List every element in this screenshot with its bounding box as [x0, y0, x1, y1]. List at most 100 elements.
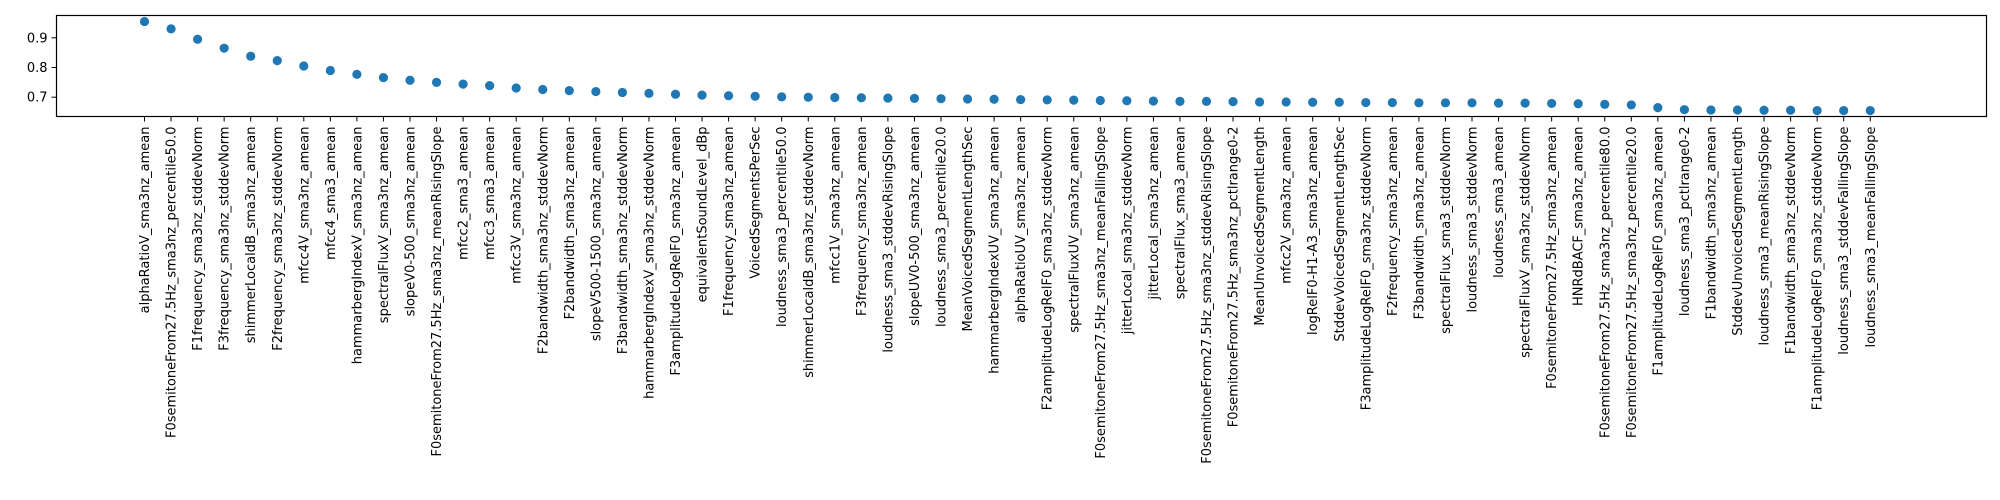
data-point: [352, 69, 362, 79]
x-tick-label: hammarbergIndexV_sma3nz_stddevNorm: [642, 127, 657, 399]
x-tick-label: mfcc4_sma3_amean: [324, 127, 339, 260]
y-tick-label: 0.7: [27, 91, 48, 106]
data-point: [1600, 99, 1610, 109]
data-point: [485, 81, 495, 91]
x-tick-label: mfcc2V_sma3nz_amean: [1280, 127, 1295, 284]
data-point: [1573, 99, 1583, 109]
data-point: [219, 43, 229, 53]
data-point: [1255, 97, 1265, 107]
data-point: [1228, 97, 1238, 107]
x-tick-label: F0semitoneFrom27.5Hz_sma3nz_percentile80…: [1598, 127, 1613, 439]
data-point: [299, 61, 309, 71]
data-point: [1308, 97, 1318, 107]
x-tick-label: loudness_sma3_stddevRisingSlope: [881, 127, 896, 353]
data-point: [1440, 98, 1451, 108]
data-point: [272, 56, 282, 66]
data-point: [936, 94, 946, 104]
data-point: [883, 93, 893, 103]
data-point: [1095, 95, 1105, 106]
x-tick-label: mfcc4V_sma3nz_amean: [297, 127, 312, 284]
data-point: [1706, 105, 1716, 115]
x-tick-label: StddevVoicedSegmentLengthSec: [1333, 127, 1348, 342]
x-tick-label: loudness_sma3_stddevFallingSlope: [1837, 127, 1852, 355]
data-point: [724, 91, 734, 101]
data-point: [830, 92, 840, 103]
data-point: [325, 65, 335, 76]
x-tick-label: equivalentSoundLevel_dBp: [696, 127, 711, 303]
x-tick-label: loudness_sma3_meanRisingSlope: [1758, 126, 1773, 345]
x-tick-label: F1amplitudeLogRelF0_sma3nz_stddevNorm: [1811, 126, 1826, 410]
x-tick-label: MeanUnvoicedSegmentLength: [1253, 127, 1268, 326]
data-point: [1334, 97, 1344, 107]
x-tick-label: StddevUnvoicedSegmentLength: [1731, 127, 1746, 336]
data-point: [166, 24, 176, 34]
x-tick-label: spectralFluxV_sma3nz_amean: [377, 127, 392, 324]
x-axis: alphaRatioV_sma3nz_amean F0semitoneFrom27…: [138, 116, 1879, 464]
data-point: [989, 94, 999, 104]
x-tick-label: alphaRatioV_sma3nz_amean: [138, 127, 153, 314]
x-tick-label: shimmerLocaldB_sma3nz_amean: [244, 127, 259, 344]
x-tick-label: loudness_sma3_percentile50.0: [775, 127, 790, 327]
x-tick-label: F0semitoneFrom27.5Hz_sma3nz_stddevRising…: [1200, 127, 1215, 464]
data-point: [1016, 94, 1026, 105]
data-point: [1069, 95, 1079, 105]
data-point: [1122, 96, 1132, 106]
data-point: [803, 92, 813, 102]
x-tick-label: F1amplitudeLogRelF0_sma3nz_amean: [1651, 127, 1666, 376]
x-tick-label: slopeV500-1500_sma3nz_amean: [589, 127, 604, 342]
x-tick-label: F0semitoneFrom27.5Hz_sma3nz_amean: [1545, 127, 1560, 389]
data-point: [750, 91, 760, 101]
x-tick-label: F0semitoneFrom27.5Hz_sma3nz_pctlrange0-2: [1227, 127, 1242, 428]
data-point: [246, 51, 256, 61]
x-tick-label: slopeV0-500_sma3nz_amean: [404, 127, 419, 317]
data-point: [431, 77, 442, 87]
data-point: [1547, 98, 1557, 109]
data-point: [1201, 96, 1212, 106]
x-tick-label: F1frequency_sma3nz_amean: [722, 127, 737, 317]
y-tick-label: 0.9: [27, 31, 48, 46]
data-point: [1626, 100, 1636, 110]
y-axis: 0.7 0.8 0.9: [27, 31, 57, 106]
x-tick-label: spectralFlux_sma3_amean: [1173, 127, 1188, 300]
x-tick-label: spectralFluxV_sma3nz_stddevNorm: [1519, 127, 1534, 358]
x-tick-label: VoicedSegmentsPerSec: [749, 127, 764, 279]
data-point: [1042, 95, 1052, 105]
x-tick-label: F1bandwidth_sma3nz_amean: [1704, 127, 1719, 320]
data-point: [962, 94, 973, 104]
x-tick-label: F2amplitudeLogRelF0_sma3nz_stddevNorm: [1041, 127, 1056, 411]
x-tick-label: loudness_sma3_percentile20.0: [935, 127, 950, 327]
data-point: [777, 92, 787, 102]
x-tick-label: F2frequency_sma3nz_stddevNorm: [271, 127, 286, 351]
x-tick-label: jitterLocal_sma3nz_stddevNorm: [1120, 127, 1135, 336]
x-tick-label: mfcc1V_sma3nz_amean: [828, 127, 843, 284]
x-tick-label: hammarbergIndexV_sma3nz_amean: [350, 127, 365, 365]
x-tick-label: loudness_sma3_meanFallingSlope: [1864, 127, 1879, 348]
data-points: [139, 16, 1875, 116]
x-tick-label: F0semitoneFrom27.5Hz_sma3nz_meanFallingS…: [1094, 127, 1109, 459]
x-tick-label: F3amplitudeLogRelF0_sma3nz_amean: [669, 127, 684, 376]
x-tick-label: F3amplitudeLogRelF0_sma3nz_stddevNorm: [1359, 127, 1374, 411]
plot-frame: [55, 14, 1988, 118]
x-tick-label: hammarbergIndexUV_sma3nz_amean: [988, 127, 1003, 374]
data-point: [378, 72, 389, 83]
data-point: [564, 86, 574, 96]
data-point: [1467, 98, 1477, 108]
x-tick-label: loudness_sma3_stddevNorm: [1466, 127, 1481, 313]
x-tick-label: F3frequency_sma3nz_amean: [855, 127, 870, 317]
x-tick-label: loudness_sma3_pctlrange0-2: [1678, 127, 1693, 317]
data-point: [1865, 105, 1875, 116]
x-tick-label: mfcc3_sma3_amean: [483, 127, 498, 260]
x-tick-label: F2frequency_sma3nz_amean: [1386, 127, 1401, 317]
data-point: [1759, 105, 1769, 115]
data-point: [458, 79, 468, 89]
data-point: [644, 88, 654, 98]
data-point: [405, 75, 415, 85]
x-tick-label: slopeUV0-500_sma3nz_amean: [908, 126, 923, 325]
x-tick-label: jitterLocal_sma3nz_amean: [1147, 127, 1162, 301]
data-point: [697, 90, 707, 100]
x-tick-label: mfcc3V_sma3nz_amean: [510, 127, 525, 284]
x-tick-label: F3bandwidth_sma3nz_amean: [1412, 127, 1427, 320]
data-point: [1839, 105, 1849, 116]
y-tick-label: 0.8: [27, 61, 48, 76]
